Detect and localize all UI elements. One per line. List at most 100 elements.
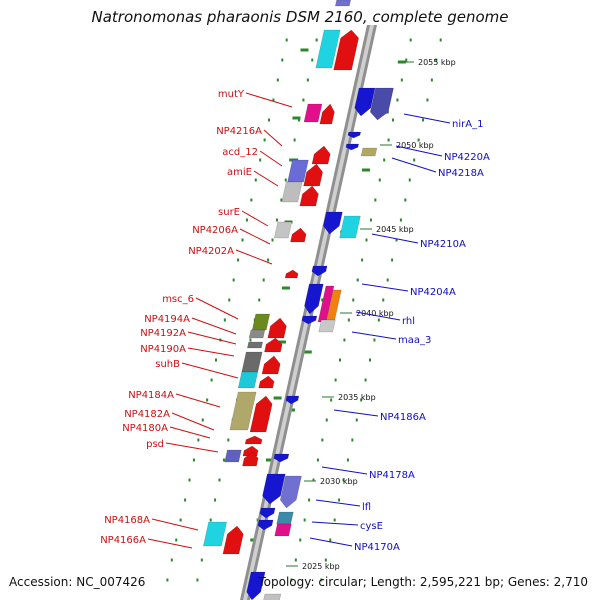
gene-arrow [315,29,341,69]
leader-line-left [171,412,215,431]
tick-dot [306,78,309,82]
gene-label-left: psd [146,439,164,450]
tick-mark [303,350,312,354]
tick-dot [179,518,182,522]
leader-line-right [333,409,379,417]
tick-dot [290,578,293,582]
tick-mark [273,396,282,400]
gene-arrow [262,473,286,505]
tick-dot [276,78,279,82]
gene-arrow [335,0,351,7]
tick-dot [395,238,398,242]
map-title: Natronomonas pharaonis DSM 2160, complet… [91,8,509,26]
gene-arrow [304,283,324,315]
gene-label-left: NP4184A [128,390,174,401]
leader-line-left [253,170,279,187]
gene-arrow [263,593,282,600]
tick-dot [374,198,377,202]
tick-dot [369,218,372,222]
gene-arrow [241,351,263,373]
leader-line-right [351,331,397,340]
tick-dot [250,198,253,202]
gene-arrow [273,453,290,463]
leader-line-left [187,331,237,345]
gene-label-right: rhl [402,316,415,327]
tick-dot [267,258,270,262]
tick-dot [369,358,372,362]
tick-dot [387,138,390,142]
gene-label-left: NP4190A [140,344,186,355]
gene-label-right: lfl [362,502,371,513]
gene-arrow [301,315,318,325]
tick-dot [347,318,350,322]
tick-dot [215,358,218,362]
tick-dot [400,78,403,82]
right-labels: nirA_1 NP4220A NP4218A NP4210A NP4204A rhl maa… [309,113,490,553]
kbp-markers: 2055 kbp 2050 kbp 2045 kbp 2040 kbp 2035 kbp… [286,58,456,571]
tick-dot [324,558,327,562]
left-labels: mutY NP4216A acd_12 amiE surE NP4206A NP4202A m… [100,89,293,549]
gene-label-left: acd_12 [222,147,258,158]
gene-arrow [323,211,343,235]
tick-dot [391,258,394,262]
leader-line-left [181,362,239,379]
leader-line-right [371,233,419,244]
tick-dot [409,38,412,42]
leader-line-left [187,347,235,357]
gene-arrow [339,215,361,239]
leader-line-right [395,145,443,157]
tick-dot [170,558,173,562]
kbp-marker-label: 2055 kbp [418,58,456,67]
tick-dot [280,198,283,202]
gene-arrow [237,371,259,389]
tick-dot [342,478,345,482]
tick-mark [281,286,290,290]
tick-dot [293,138,296,142]
tick-dot [346,458,349,462]
tick-dot [356,278,359,282]
tick-dot [196,578,199,582]
gene-label-right: NP4178A [369,470,415,481]
gene-label-left: NP4166A [100,535,146,546]
tick-dot [184,498,187,502]
gene-arrow [259,507,276,519]
leader-line-left [175,393,221,408]
tick-dot [325,418,328,422]
tick-dot [360,398,363,402]
leader-line-left [259,150,283,167]
tick-dot [422,118,425,122]
tick-dot [392,118,395,122]
tick-dot [262,278,265,282]
gene-arrow [279,475,302,509]
tick-dot [284,178,287,182]
leader-line-right [309,537,353,547]
gene-arrow [281,181,303,203]
tick-dot [364,378,367,382]
tick-dot [417,138,420,142]
tick-dot [175,538,178,542]
tick-dot [382,298,385,302]
leader-line-left [147,538,193,549]
gene-arrow [319,103,335,125]
leader-line-left [239,228,271,245]
gene-arrow [284,269,299,279]
tick-mark [397,60,406,64]
leader-line-right [311,521,359,526]
tick-dot [259,158,262,162]
tick-dot [430,78,433,82]
gene-label-left: NP4202A [188,246,234,257]
leader-line-left [191,317,237,335]
tick-dot [275,218,278,222]
tick-dot [408,178,411,182]
gene-arrow [347,131,361,139]
tick-dot [312,478,315,482]
gene-arrow [251,313,271,331]
gene-arrow [311,145,331,165]
tick-dot [330,398,333,402]
leader-line-right [355,311,401,321]
tick-dot [321,438,324,442]
tick-dot [316,458,319,462]
tick-dot [378,178,381,182]
gene-arrow [267,317,287,339]
tick-dot [303,518,306,522]
